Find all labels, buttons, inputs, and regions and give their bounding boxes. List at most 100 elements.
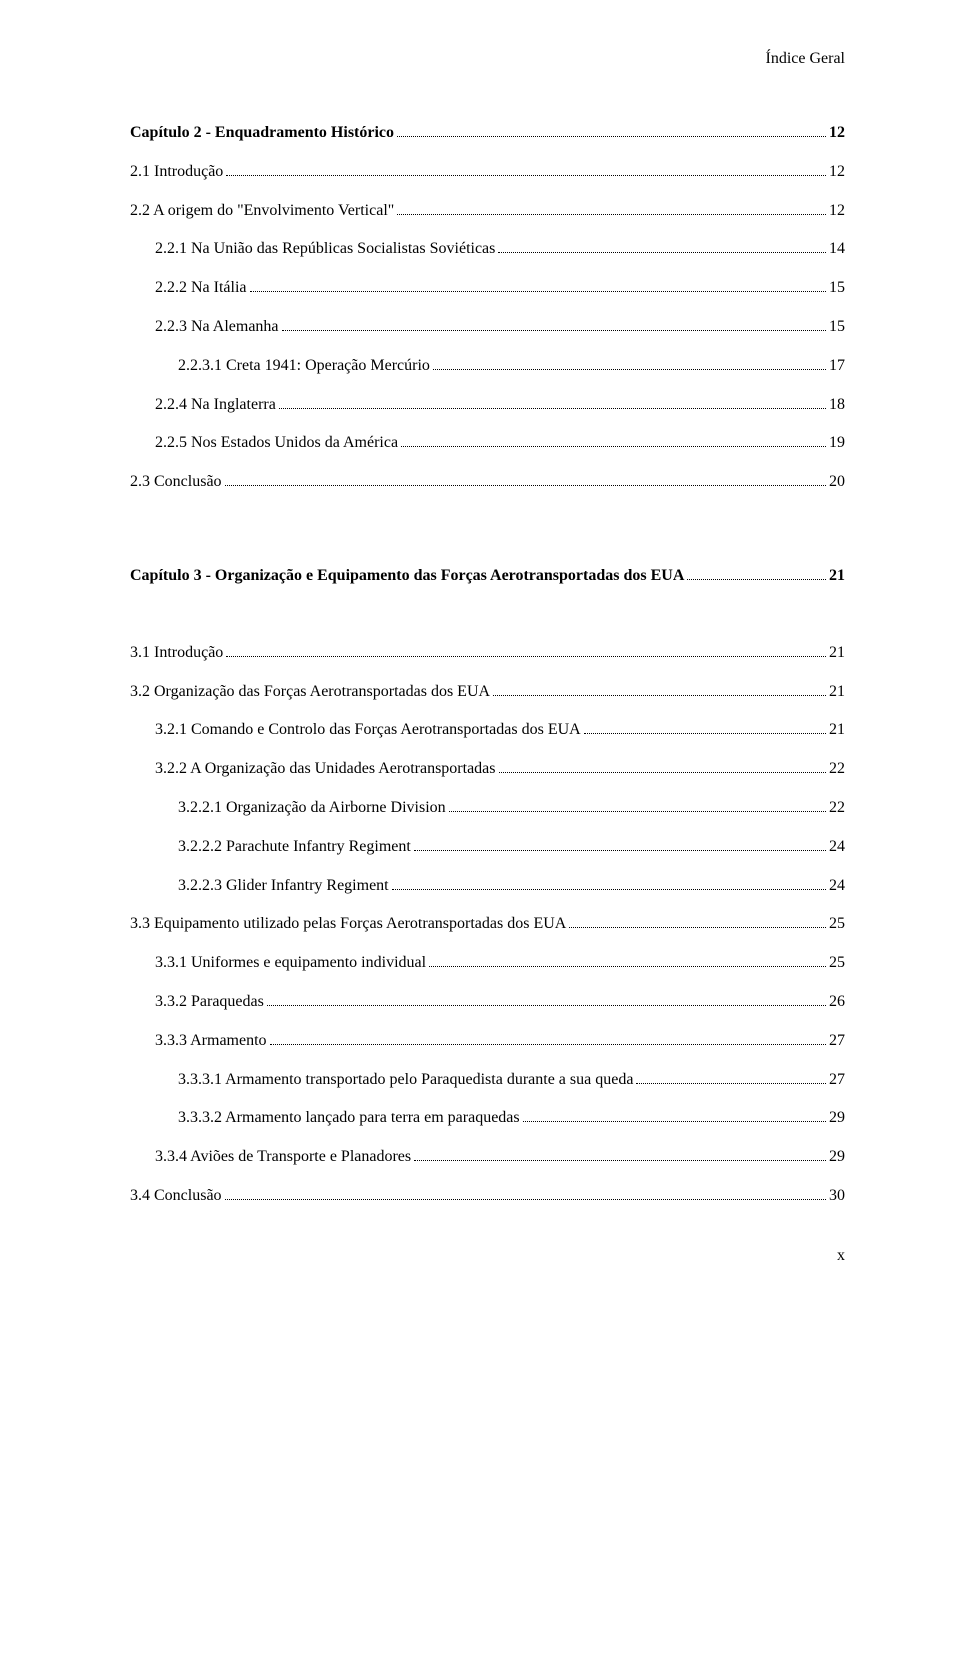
leader-dots <box>226 175 826 176</box>
toc-entry-page: 22 <box>829 798 845 819</box>
leader-dots <box>279 408 826 409</box>
page-header: Índice Geral <box>130 50 845 68</box>
toc-entry-page: 25 <box>829 953 845 974</box>
toc-entry-text: 3.3.3.1 Armamento transportado pelo Para… <box>178 1070 633 1091</box>
leader-dots <box>401 446 826 447</box>
leader-dots <box>397 136 826 137</box>
toc-entry-page: 21 <box>829 682 845 703</box>
toc-entry: 3.2.2 A Organização das Unidades Aerotra… <box>130 759 845 780</box>
toc-entry-page: 27 <box>829 1070 845 1091</box>
leader-dots <box>250 291 826 292</box>
toc-entry: 3.2.2.3 Glider Infantry Regiment 24 <box>130 876 845 897</box>
toc-entry: 2.2.3.1 Creta 1941: Operação Mercúrio 17 <box>130 356 845 377</box>
chapter-2-title: Capítulo 2 - Enquadramento Histórico <box>130 123 394 144</box>
toc-entry-page: 30 <box>829 1186 845 1207</box>
toc-entry-text: 2.1 Introdução <box>130 162 223 183</box>
leader-dots <box>226 656 826 657</box>
toc-entry-text: 3.3.2 Paraquedas <box>155 992 264 1013</box>
toc-entry: 2.2.5 Nos Estados Unidos da América 19 <box>130 433 845 454</box>
toc-entry: 3.4 Conclusão 30 <box>130 1186 845 1207</box>
toc-entry-page: 21 <box>829 720 845 741</box>
chapter-3-page: 21 <box>829 566 845 587</box>
chapter-3-title-line: Capítulo 3 - Organização e Equipamento d… <box>130 566 845 587</box>
leader-dots <box>584 733 826 734</box>
toc-entry-text: 3.2.2.1 Organização da Airborne Division <box>178 798 446 819</box>
toc-entry-text: 3.1 Introdução <box>130 643 223 664</box>
toc-entry: 2.2.2 Na Itália 15 <box>130 278 845 299</box>
toc-entry-page: 24 <box>829 837 845 858</box>
toc-entry: 3.3.2 Paraquedas26 <box>130 992 845 1013</box>
toc-entry-page: 12 <box>829 201 845 222</box>
toc-entry-page: 14 <box>829 239 845 260</box>
toc-entry-text: 3.3.1 Uniformes e equipamento individual <box>155 953 426 974</box>
toc-entry-text: 2.3 Conclusão <box>130 472 222 493</box>
leader-dots <box>636 1083 826 1084</box>
leader-dots <box>282 330 826 331</box>
leader-dots <box>267 1005 826 1006</box>
toc-entry-page: 29 <box>829 1147 845 1168</box>
toc-entry-text: 3.3.3.2 Armamento lançado para terra em … <box>178 1108 520 1129</box>
toc-entry-page: 24 <box>829 876 845 897</box>
toc-entry: 3.1 Introdução 21 <box>130 643 845 664</box>
leader-dots <box>433 369 826 370</box>
toc-entry-page: 17 <box>829 356 845 377</box>
leader-dots <box>225 1199 826 1200</box>
section-gap <box>130 511 845 566</box>
toc-entry: 2.2 A origem do "Envolvimento Vertical" 1… <box>130 201 845 222</box>
toc-entry-page: 12 <box>829 162 845 183</box>
leader-dots <box>687 579 826 580</box>
toc-entry-text: 3.2.2 A Organização das Unidades Aerotra… <box>155 759 496 780</box>
toc-entry-text: 3.3 Equipamento utilizado pelas Forças A… <box>130 914 566 935</box>
toc-entry: 3.3.3.1 Armamento transportado pelo Para… <box>130 1070 845 1091</box>
chapter-3-title: Capítulo 3 - Organização e Equipamento d… <box>130 566 684 587</box>
toc-entry: 3.2.2.1 Organização da Airborne Division… <box>130 798 845 819</box>
leader-dots <box>499 772 827 773</box>
toc-entry-text: 3.3.3 Armamento <box>155 1031 267 1052</box>
toc-entry-text: 3.2 Organização das Forças Aerotransport… <box>130 682 490 703</box>
toc-entry-text: 3.2.1 Comando e Controlo das Forças Aero… <box>155 720 581 741</box>
chapter-3-items: 3.1 Introdução 21 3.2 Organização das Forç… <box>130 643 845 1207</box>
toc-entry-text: 2.2.5 Nos Estados Unidos da América <box>155 433 398 454</box>
page-footer: x <box>130 1247 845 1265</box>
leader-dots <box>493 695 826 696</box>
toc-entry-page: 21 <box>829 643 845 664</box>
chapter-2-page: 12 <box>829 123 845 144</box>
leader-dots <box>569 927 826 928</box>
chapter-2-title-line: Capítulo 2 - Enquadramento Histórico 12 <box>130 123 845 144</box>
toc-entry-text: 3.3.4 Aviões de Transporte e Planadores <box>155 1147 411 1168</box>
toc-entry-page: 22 <box>829 759 845 780</box>
toc-entry-page: 25 <box>829 914 845 935</box>
section-gap-small <box>130 605 845 643</box>
toc-entry: 3.3.1 Uniformes e equipamento individual… <box>130 953 845 974</box>
toc-entry-text: 2.2.2 Na Itália <box>155 278 247 299</box>
toc-entry-page: 18 <box>829 395 845 416</box>
chapter-2-items: 2.1 Introdução122.2 A origem do "Envolvi… <box>130 162 845 493</box>
toc-entry-text: 2.2.3.1 Creta 1941: Operação Mercúrio <box>178 356 430 377</box>
toc-entry: 3.3.3.2 Armamento lançado para terra em … <box>130 1108 845 1129</box>
toc-entry: 2.3 Conclusão20 <box>130 472 845 493</box>
toc-entry-page: 15 <box>829 317 845 338</box>
toc-entry: 3.2.1 Comando e Controlo das Forças Aero… <box>130 720 845 741</box>
toc-entry: 3.3.3 Armamento 27 <box>130 1031 845 1052</box>
leader-dots <box>225 485 826 486</box>
leader-dots <box>270 1044 826 1045</box>
toc-entry-page: 19 <box>829 433 845 454</box>
toc-entry-text: 3.2.2.3 Glider Infantry Regiment <box>178 876 389 897</box>
toc-entry: 2.2.3 Na Alemanha 15 <box>130 317 845 338</box>
leader-dots <box>523 1121 826 1122</box>
toc-entry-page: 15 <box>829 278 845 299</box>
toc-entry-page: 27 <box>829 1031 845 1052</box>
toc-entry-text: 2.2.1 Na União das Repúblicas Socialista… <box>155 239 495 260</box>
leader-dots <box>414 1160 826 1161</box>
toc-entry: 2.2.1 Na União das Repúblicas Socialista… <box>130 239 845 260</box>
leader-dots <box>449 811 826 812</box>
toc-entry-text: 2.2.3 Na Alemanha <box>155 317 279 338</box>
toc-entry-text: 3.4 Conclusão <box>130 1186 222 1207</box>
toc-entry: 3.2 Organização das Forças Aerotransport… <box>130 682 845 703</box>
leader-dots <box>392 889 826 890</box>
toc-entry: 3.3 Equipamento utilizado pelas Forças A… <box>130 914 845 935</box>
toc-entry-text: 2.2.4 Na Inglaterra <box>155 395 276 416</box>
toc-entry: 2.2.4 Na Inglaterra 18 <box>130 395 845 416</box>
toc-entry: 3.3.4 Aviões de Transporte e Planadores 2… <box>130 1147 845 1168</box>
toc-entry-text: 2.2 A origem do "Envolvimento Vertical" <box>130 201 394 222</box>
